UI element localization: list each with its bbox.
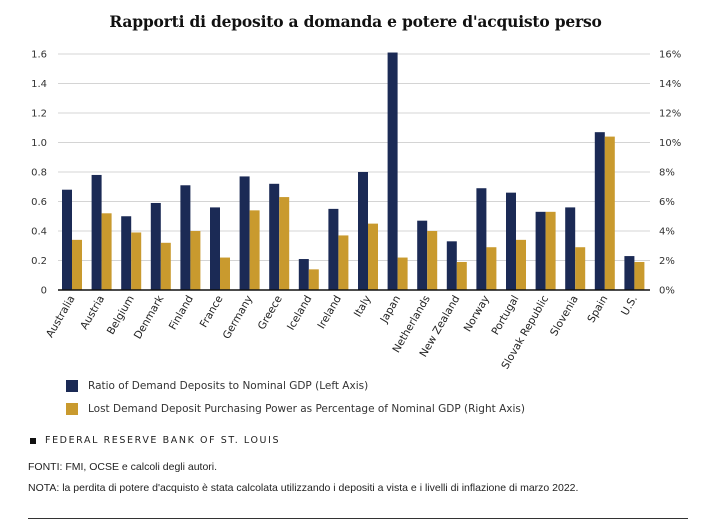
x-tick-label: Norway (462, 294, 492, 335)
bar-deposit-ratio (150, 202, 161, 290)
left-tick-label: 0 (41, 286, 47, 297)
bar-lost-purchasing-power (160, 242, 171, 290)
right-tick-label: 2% (659, 256, 675, 267)
right-tick-label: 0% (659, 286, 675, 297)
bar-lost-purchasing-power (190, 231, 201, 290)
x-tick-label: Greece (256, 294, 285, 332)
bar-lost-purchasing-power (338, 235, 349, 290)
bar-lost-purchasing-power (101, 213, 112, 290)
x-tick-label: Iceland (285, 294, 314, 333)
bar-lost-purchasing-power (131, 232, 142, 290)
left-tick-label: 0.4 (31, 227, 47, 238)
left-tick-label: 1.2 (31, 109, 47, 120)
bar-deposit-ratio (476, 188, 487, 290)
right-tick-label: 4% (659, 227, 675, 238)
x-tick-label: U.S. (619, 294, 640, 318)
x-tick-label: Slovenia (548, 294, 581, 339)
brand-text: FEDERAL RESERVE BANK OF ST. LOUIS (45, 435, 281, 446)
bar-lost-purchasing-power (516, 239, 526, 290)
legend-label: Ratio of Demand Deposits to Nominal GDP … (88, 380, 369, 392)
x-tick-label: Portugal (489, 294, 521, 338)
sources-note: FONTI: FMI, OCSE e calcoli degli autori. (28, 461, 218, 473)
x-tick-label: Denmark (132, 293, 167, 342)
brand-square-icon (30, 437, 36, 444)
right-tick-label: 16% (659, 50, 681, 61)
bar-lost-purchasing-power (279, 197, 290, 290)
footnote: NOTA: la perdita di potere d'acquisto è … (28, 482, 579, 494)
bars (62, 52, 645, 291)
bar-deposit-ratio (62, 189, 72, 290)
bar-deposit-ratio (535, 211, 546, 290)
divider (28, 518, 688, 519)
left-tick-label: 0.2 (31, 256, 47, 267)
right-tick-label: 14% (659, 79, 681, 90)
x-tick-label: Finland (167, 294, 196, 333)
legend-label: Lost Demand Deposit Purchasing Power as … (88, 403, 525, 415)
bar-deposit-ratio (328, 208, 339, 290)
bar-deposit-ratio (239, 176, 250, 290)
bar-deposit-ratio (506, 192, 516, 290)
bar-deposit-ratio (269, 183, 280, 290)
bar-lost-purchasing-power (604, 136, 615, 290)
bar-lost-purchasing-power (545, 211, 556, 290)
bar-deposit-ratio (624, 256, 635, 290)
bar-deposit-ratio (358, 172, 368, 290)
left-axis-ticks: 0 0.2 0.4 0.6 0.8 1.0 1.2 1.4 1.6 (31, 50, 47, 297)
right-tick-label: 10% (659, 138, 681, 149)
bar-deposit-ratio (417, 220, 428, 290)
left-tick-label: 0.8 (31, 168, 47, 179)
x-tick-label: France (198, 294, 226, 330)
bar-deposit-ratio (387, 52, 398, 291)
x-tick-label: Germany (221, 294, 256, 342)
bar-lost-purchasing-power (308, 269, 319, 290)
bar-lost-purchasing-power (575, 247, 586, 290)
bar-deposit-ratio (91, 174, 102, 290)
x-tick-label: Japan (378, 294, 404, 326)
legend-swatch-gold (66, 403, 78, 415)
left-tick-label: 1.6 (31, 50, 47, 61)
x-tick-label: Australia (44, 294, 78, 340)
bar-deposit-ratio (594, 132, 605, 290)
bar-lost-purchasing-power (634, 261, 645, 290)
bar-lost-purchasing-power (486, 247, 497, 290)
bar-deposit-ratio (121, 216, 132, 290)
bar-lost-purchasing-power (220, 257, 230, 290)
bar-deposit-ratio (565, 207, 576, 290)
bar-lost-purchasing-power (368, 223, 378, 290)
bar-lost-purchasing-power (72, 239, 82, 290)
bar-deposit-ratio (446, 241, 457, 290)
bar-lost-purchasing-power (397, 257, 408, 290)
right-tick-label: 6% (659, 197, 675, 208)
bar-deposit-ratio (298, 259, 309, 290)
legend-item-lost-purchasing-power: Lost Demand Deposit Purchasing Power as … (66, 403, 525, 415)
left-tick-label: 0.6 (31, 197, 47, 208)
right-tick-label: 12% (659, 109, 681, 120)
legend-swatch-navy (66, 380, 78, 392)
x-tick-label: Austria (78, 294, 107, 332)
bar-lost-purchasing-power (427, 231, 438, 290)
left-tick-label: 1.4 (31, 79, 47, 90)
chart-title: Rapporti di deposito a domanda e potere … (109, 12, 602, 31)
bar-lost-purchasing-power (456, 261, 467, 290)
x-tick-label: Belgium (105, 294, 137, 337)
x-tick-label: Spain (585, 294, 610, 325)
bar-deposit-ratio (180, 185, 191, 290)
branding: FEDERAL RESERVE BANK OF ST. LOUIS (30, 435, 280, 446)
legend-item-deposit-ratio: Ratio of Demand Deposits to Nominal GDP … (66, 380, 368, 392)
x-tick-label: Ireland (315, 294, 344, 331)
bar-chart: 0 0.2 0.4 0.6 0.8 1.0 1.2 1.4 1.6 0% 2% 4% 6% 8% 10% 1… (31, 50, 681, 372)
bar-deposit-ratio (210, 207, 220, 290)
right-tick-label: 8% (659, 168, 675, 179)
left-tick-label: 1.0 (31, 138, 47, 149)
right-axis-ticks: 0% 2% 4% 6% 8% 10% 12% 14% 16% (659, 50, 681, 297)
gridlines (58, 53, 650, 261)
x-tick-label: Italy (352, 294, 374, 320)
bar-lost-purchasing-power (249, 210, 260, 290)
